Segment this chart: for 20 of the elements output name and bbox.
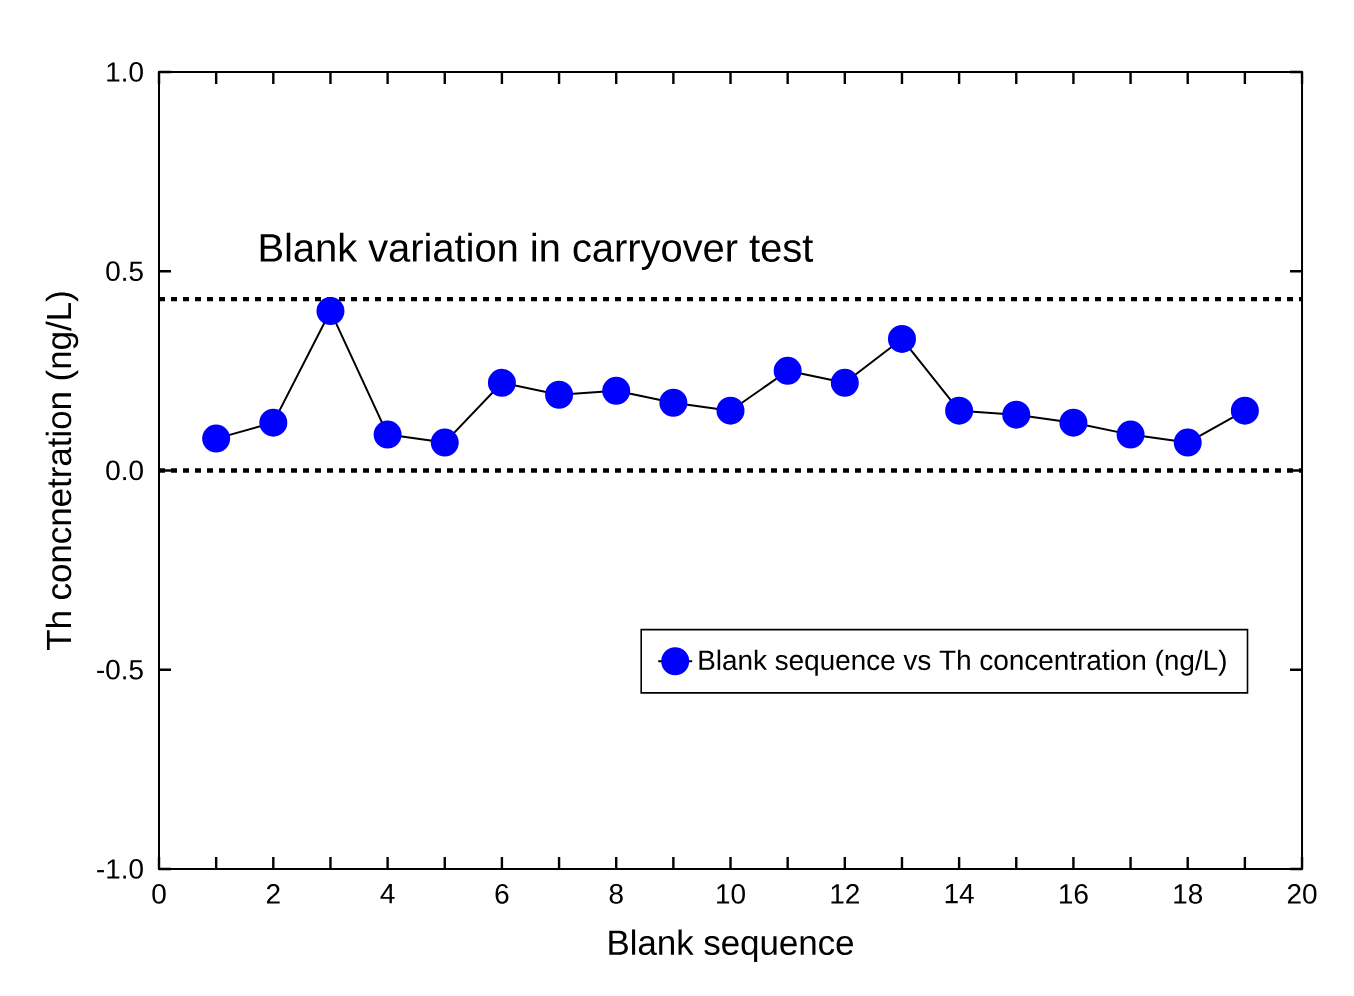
y-tick-label: -0.5 — [97, 659, 143, 680]
x-tick-label: 0 — [152, 884, 166, 904]
x-tick-label: 16 — [1060, 884, 1088, 904]
x-tick-label: 20 — [1287, 884, 1317, 904]
text: Blank variation in carryover test — [260, 232, 814, 270]
x-tick-label: 12 — [831, 884, 859, 904]
y-axis-title: Th concnetration (ng/L) — [45, 292, 79, 650]
x-tick-label: 8 — [609, 884, 623, 904]
x-tick-label: 18 — [1174, 884, 1203, 904]
x-tick-label: 14 — [945, 884, 974, 904]
y-tick-label: -1.0 — [97, 859, 143, 879]
x-tick-label: 6 — [495, 884, 509, 904]
x-tick-label: 10 — [717, 884, 745, 904]
y-tick-label: 0.5 — [106, 261, 143, 282]
y-tick-label: 1.0 — [107, 62, 143, 82]
x-tick-label: 4 — [380, 884, 395, 904]
x-axis-title: Blank sequence — [609, 929, 853, 962]
y-tick-label: 0.0 — [106, 460, 143, 481]
x-tick-label: 2 — [266, 884, 280, 904]
legend-label: Blank sequence vs Th concentration (ng/L) — [699, 649, 1226, 676]
